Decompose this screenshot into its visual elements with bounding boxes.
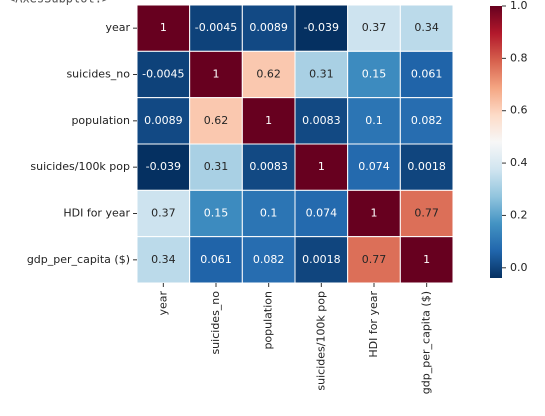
- cell-label: 0.061: [200, 253, 232, 266]
- heatmap-cell: [294, 189, 349, 238]
- cell-label: 1: [371, 207, 378, 220]
- cell-label: -0.0045: [142, 68, 184, 81]
- cell-label: 0.0018: [407, 160, 446, 173]
- cell-label: 1: [213, 68, 220, 81]
- heatmap-cell: [294, 143, 349, 191]
- cell-label: 0.082: [411, 114, 443, 127]
- cell-label: 0.31: [204, 160, 229, 173]
- x-tick-label: HDI for year: [367, 291, 380, 358]
- heatmap-cell: [347, 143, 401, 191]
- heatmap-cell: [189, 4, 243, 52]
- cell-label: 0.0018: [302, 253, 341, 266]
- cell-label: 0.15: [204, 207, 229, 220]
- cell-label: 0.082: [253, 253, 285, 266]
- heatmap-cell: [399, 97, 454, 145]
- cell-label: 0.37: [362, 21, 387, 34]
- cell-label: 0.34: [151, 253, 176, 266]
- y-tick-label: suicides/100k pop: [30, 160, 130, 173]
- colorbar-tick-label: 0.6: [510, 104, 528, 117]
- heatmap-cell: [399, 143, 454, 191]
- cell-label: 0.62: [204, 114, 229, 127]
- heatmap-cell: [241, 143, 296, 191]
- cell-label: 0.15: [362, 68, 387, 81]
- heatmap-cell: [399, 236, 454, 284]
- y-tick-label: population: [71, 114, 130, 127]
- cell-label: 0.0089: [144, 114, 183, 127]
- y-tick-label: year: [105, 21, 130, 34]
- cell-label: 0.77: [414, 207, 439, 220]
- cell-label: 0.1: [260, 207, 278, 220]
- x-tick-label: suicides/100k pop: [314, 291, 327, 391]
- cell-label: -0.039: [304, 21, 339, 34]
- heatmap-cell: [136, 236, 191, 284]
- x-tick-label: year: [156, 291, 169, 316]
- y-tick-label: gdp_per_capita ($): [27, 253, 130, 266]
- cell-label: 0.074: [306, 207, 338, 220]
- cell-label: -0.039: [146, 160, 181, 173]
- heatmap-cell: [294, 97, 349, 145]
- heatmap-cell: [399, 50, 454, 99]
- colorbar: [490, 6, 502, 278]
- cell-label: 0.34: [414, 21, 439, 34]
- cell-label: 0.0083: [302, 114, 341, 127]
- colorbar-tick-label: 0.0: [510, 261, 528, 274]
- cell-label: -0.0045: [195, 21, 237, 34]
- y-tick-label: HDI for year: [63, 207, 130, 220]
- heatmap-cell: [189, 143, 243, 191]
- y-tick-label: suicides_no: [66, 68, 130, 81]
- cell-label: 1: [265, 114, 272, 127]
- cell-label: 0.37: [151, 207, 176, 220]
- cell-label: 1: [160, 21, 167, 34]
- x-tick-label: suicides_no: [209, 291, 222, 355]
- x-tick-label: population: [262, 291, 275, 350]
- heatmap-cell: [399, 4, 454, 52]
- cell-label: 1: [423, 253, 430, 266]
- output-header: <AxesSubplot:>: [8, 0, 109, 6]
- colorbar-tick-label: 0.4: [510, 156, 528, 169]
- heatmap-cell: [294, 50, 349, 99]
- heatmap-cell: [136, 4, 191, 52]
- heatmap-cell: [241, 4, 296, 52]
- heatmap-cell: [136, 143, 191, 191]
- cell-label: 0.074: [358, 160, 390, 173]
- heatmap-cell: [347, 189, 401, 238]
- heatmap-cell: [189, 50, 243, 99]
- heatmap-cell: [189, 97, 243, 145]
- cell-label: 0.061: [411, 68, 443, 81]
- x-tick-label: gdp_per_capita ($): [420, 291, 433, 394]
- cell-label: 1: [318, 160, 325, 173]
- cell-label: 0.31: [309, 68, 334, 81]
- heatmap-cell: [399, 189, 454, 238]
- cell-label: 0.1: [365, 114, 383, 127]
- cell-label: 0.77: [362, 253, 387, 266]
- colorbar-tick-label: 0.8: [510, 51, 528, 64]
- colorbar-tick-label: 1.0: [510, 0, 528, 12]
- heatmap-cell: [347, 97, 401, 145]
- cell-label: 0.0083: [249, 160, 288, 173]
- cell-label: 0.62: [256, 68, 281, 81]
- heatmap-cell: [241, 189, 296, 238]
- colorbar-tick-label: 0.2: [510, 208, 528, 221]
- cell-label: 0.0089: [249, 21, 288, 34]
